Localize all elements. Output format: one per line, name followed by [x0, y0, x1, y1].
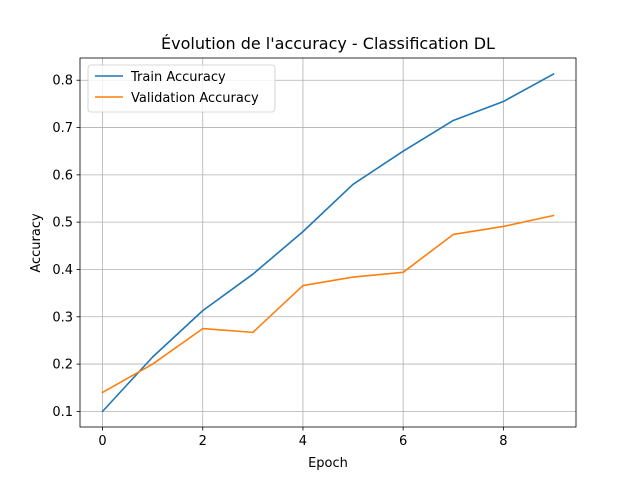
- x-axis-label: Epoch: [308, 456, 348, 471]
- y-axis-label: Accuracy: [29, 213, 44, 273]
- series-line-1: [103, 216, 554, 393]
- y-tick-label: 0.2: [52, 358, 73, 373]
- y-tick-label: 0.5: [52, 216, 73, 231]
- y-tick-label: 0.7: [52, 121, 73, 136]
- grid-lines: [80, 58, 576, 427]
- x-tick-label: 6: [399, 434, 407, 449]
- legend: Train Accuracy Validation Accuracy: [88, 65, 275, 112]
- y-tick-label: 0.8: [52, 74, 73, 89]
- y-tick-label: 0.3: [52, 310, 73, 325]
- x-tick-label: 0: [98, 434, 106, 449]
- x-tick-label: 8: [499, 434, 507, 449]
- chart-title: Évolution de l'accuracy - Classification…: [161, 34, 495, 53]
- y-tick-label: 0.6: [52, 168, 73, 183]
- y-tick-label: 0.4: [52, 263, 73, 278]
- x-tick-label: 2: [199, 434, 207, 449]
- plot-frame: [80, 58, 576, 427]
- legend-label: Train Accuracy: [130, 70, 226, 85]
- series-line-0: [103, 74, 554, 411]
- legend-label: Validation Accuracy: [131, 91, 259, 106]
- series-lines: [103, 74, 554, 411]
- y-tick-label: 0.1: [52, 405, 73, 420]
- x-tick-label: 4: [299, 434, 307, 449]
